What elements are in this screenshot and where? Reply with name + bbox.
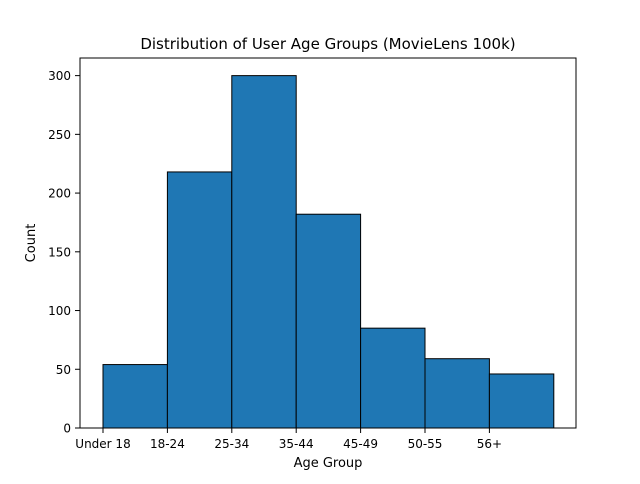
- bar-35-44: [295, 213, 362, 429]
- axes-frame: [79, 57, 577, 429]
- x-tick-label: 35-44: [279, 437, 314, 451]
- x-axis-label: Age Group: [294, 456, 363, 471]
- bar-50-55: [424, 358, 490, 429]
- x-tick-label: 25-34: [214, 437, 249, 451]
- chart-title: Distribution of User Age Groups (MovieLe…: [140, 35, 515, 53]
- y-tick-label: 50: [56, 363, 71, 377]
- x-tick-label: 18-24: [150, 437, 185, 451]
- y-tick-label: 100: [48, 304, 71, 318]
- bar-25-34: [231, 75, 297, 429]
- y-tick-label: 300: [48, 69, 71, 83]
- bars: [102, 75, 555, 429]
- x-tick-label: Under 18: [75, 437, 130, 451]
- y-tick-label: 250: [48, 128, 71, 142]
- x-tick-label: 56+: [477, 437, 502, 451]
- y-tick-label: 150: [48, 245, 71, 259]
- x-axis-ticks: Under 18 18-24 25-34 35-44 45-49 50-55 56+: [75, 428, 502, 451]
- y-axis-label: Count: [24, 224, 39, 263]
- y-axis-ticks: 0 50 100 150 200 250 300: [48, 69, 80, 436]
- y-tick-label: 0: [63, 422, 71, 436]
- bar-56-: [488, 373, 555, 429]
- bar-under-18: [102, 364, 168, 429]
- bar-45-49: [360, 327, 426, 429]
- x-tick-label: 45-49: [343, 437, 378, 451]
- y-tick-label: 200: [48, 187, 71, 201]
- x-tick-label: 50-55: [408, 437, 443, 451]
- bar-18-24: [166, 171, 233, 429]
- plot-area: 0 50 100 150 200 250 300 Under 18 18-24 25-34 35-…: [48, 57, 577, 451]
